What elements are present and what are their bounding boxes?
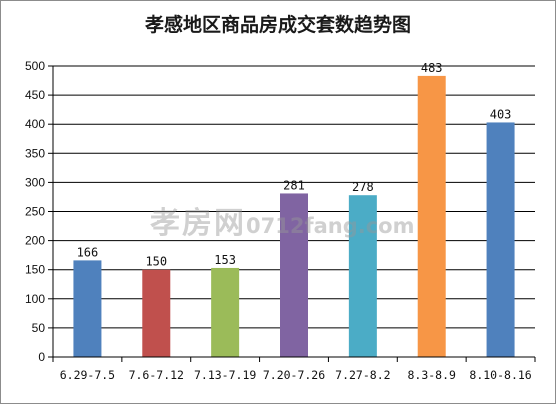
data-label: 278 <box>352 180 374 194</box>
y-tick-label: 50 <box>32 321 46 335</box>
bar <box>211 267 240 357</box>
x-tick-label: 7.27-8.2 <box>335 368 390 382</box>
x-tick-label: 6.29-7.5 <box>60 368 115 382</box>
y-tick-label: 150 <box>25 263 45 277</box>
data-label: 483 <box>421 61 443 75</box>
data-label: 166 <box>77 245 99 259</box>
x-tick-label: 8.3-8.9 <box>407 368 456 382</box>
y-tick-label: 0 <box>38 350 45 364</box>
x-tick-label: 7.13-7.19 <box>194 368 256 382</box>
bar <box>348 195 377 357</box>
x-tick-label: 7.6-7.12 <box>129 368 184 382</box>
bars <box>73 75 515 358</box>
bar <box>73 260 102 357</box>
bar <box>486 122 515 357</box>
x-tick-label: 7.20-7.26 <box>263 368 325 382</box>
data-label: 403 <box>490 107 512 121</box>
y-tick-label: 250 <box>25 205 45 219</box>
y-tick-label: 200 <box>25 234 45 248</box>
axes <box>48 65 536 362</box>
y-tick-label: 400 <box>25 117 45 131</box>
x-tick-label: 8.10-8.16 <box>469 368 531 382</box>
y-tick-label: 100 <box>25 292 45 306</box>
data-label: 150 <box>145 255 167 269</box>
chart-labels: 0 50 100 150 200 250 300 350 400 450 500 166 6.29-7.… <box>25 59 532 382</box>
bar <box>417 75 446 358</box>
bar <box>142 269 171 357</box>
y-tick-label: 500 <box>25 59 45 73</box>
y-tick-label: 450 <box>25 88 45 102</box>
bar <box>280 193 308 357</box>
y-tick-label: 300 <box>25 175 45 189</box>
chart-title: 孝感地区商品房成交套数趋势图 <box>144 14 411 36</box>
y-tick-label: 350 <box>25 146 45 160</box>
data-label: 153 <box>214 253 236 267</box>
data-label: 281 <box>283 178 305 192</box>
